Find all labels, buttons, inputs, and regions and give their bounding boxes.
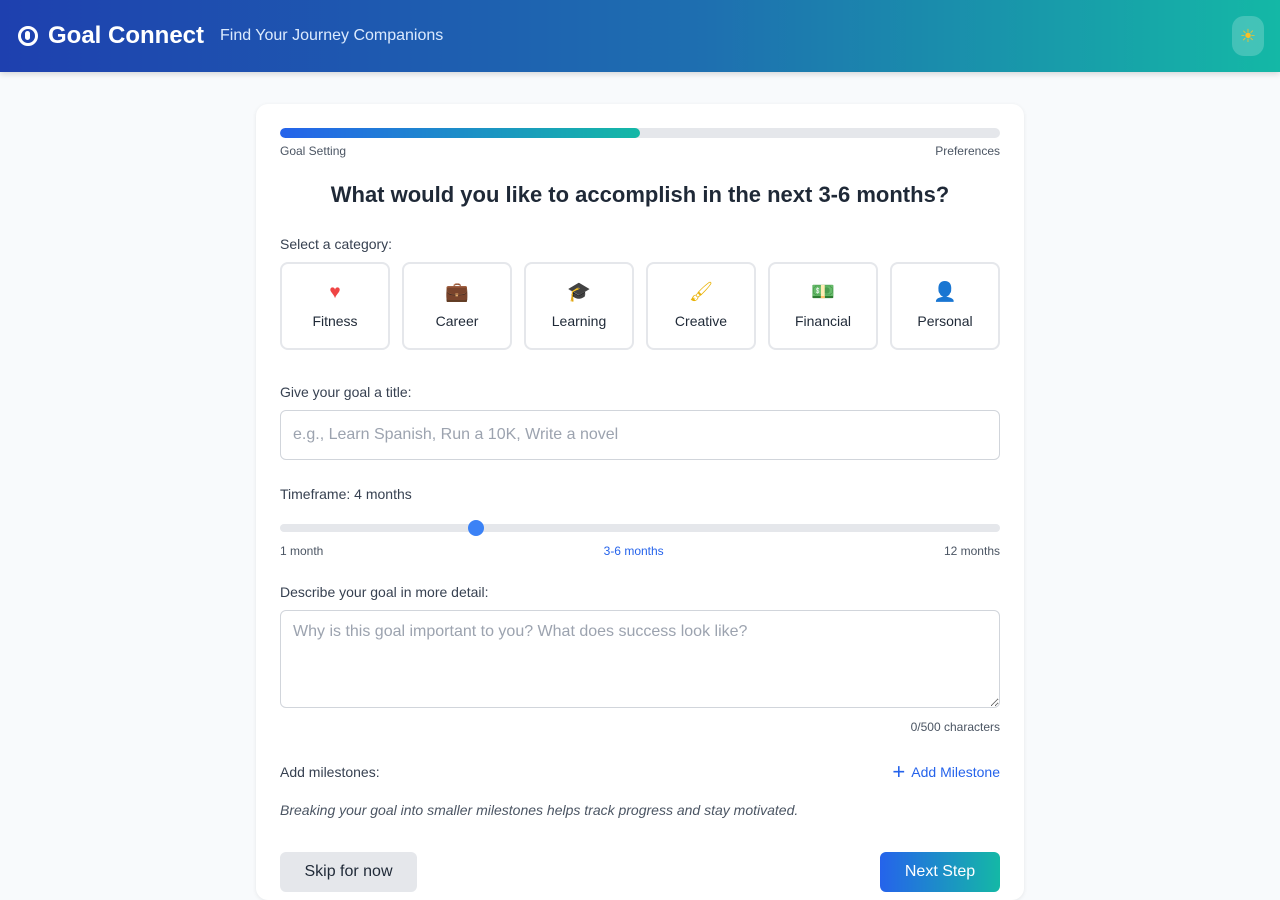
progress-fill [280,128,640,138]
learning-icon: 🎓 [567,282,591,303]
category-learning[interactable]: 🎓 Learning [524,262,634,350]
progress-bar [280,128,1000,138]
category-label: Fitness [312,313,358,329]
tagline: Find Your Journey Companions [220,27,444,44]
slider-thumb[interactable] [468,520,485,536]
step-label: Preferences [935,144,1000,158]
milestones-label: Add milestones: [280,764,380,780]
personal-icon: 👤 [933,282,957,303]
goal-title-label: Give your goal a title: [280,384,412,400]
goal-title-input[interactable] [280,410,1000,460]
category-fitness[interactable]: ♥ Fitness [280,262,390,350]
add-milestone-label: Add Milestone [911,764,1000,780]
plus-icon: + [892,759,906,784]
category-label: Personal [917,313,973,329]
category-career[interactable]: 💼 Career [402,262,512,350]
category-label: Learning [551,313,607,329]
page-title: What would you like to accomplish in the… [330,182,950,207]
range-max-label: 12 months [943,544,1000,558]
goal-detail-textarea[interactable] [280,610,1000,708]
logo-icon [18,26,38,46]
range-mid-label: 3-6 months [603,544,664,558]
fitness-icon: ♥ [329,282,341,303]
timeframe-slider[interactable] [280,520,1000,536]
financial-icon: 💵 [811,282,835,303]
theme-toggle-button[interactable]: ☀ [1232,16,1264,56]
creative-icon: 🖌 [688,282,714,303]
range-min-label: 1 month [280,544,324,558]
skip-button[interactable]: Skip for now [280,852,417,892]
category-label: Career [435,313,479,329]
sun-icon: ☀ [1239,25,1257,46]
category-creative[interactable]: 🖌 Creative [646,262,756,350]
category-personal[interactable]: 👤 Personal [890,262,1000,350]
category-label: Financial [794,313,852,329]
category-label: Creative [674,313,728,329]
app-header: Goal Connect Find Your Journey Companion… [0,0,1280,72]
timeframe-label: Timeframe: 4 months [280,486,412,502]
career-icon: 💼 [445,282,469,303]
step-label: Goal Setting [280,144,347,158]
milestones-hint: Breaking your goal into smaller mileston… [280,802,799,818]
next-step-button[interactable]: Next Step [880,852,1000,892]
detail-label: Describe your goal in more detail: [280,584,489,600]
category-financial[interactable]: 💵 Financial [768,262,878,350]
category-label: Select a category: [280,236,393,252]
category-list: ♥ Fitness 💼 Career 🎓 Learning 🖌 Creative 💵 Financ… [280,262,1000,350]
brand-name: Goal Connect [48,22,205,49]
character-count: 0/500 characters [910,720,1000,734]
goal-form-card: Goal Setting Preferences What would you … [256,104,1024,900]
add-milestone-button[interactable]: + Add Milestone [892,759,1000,784]
